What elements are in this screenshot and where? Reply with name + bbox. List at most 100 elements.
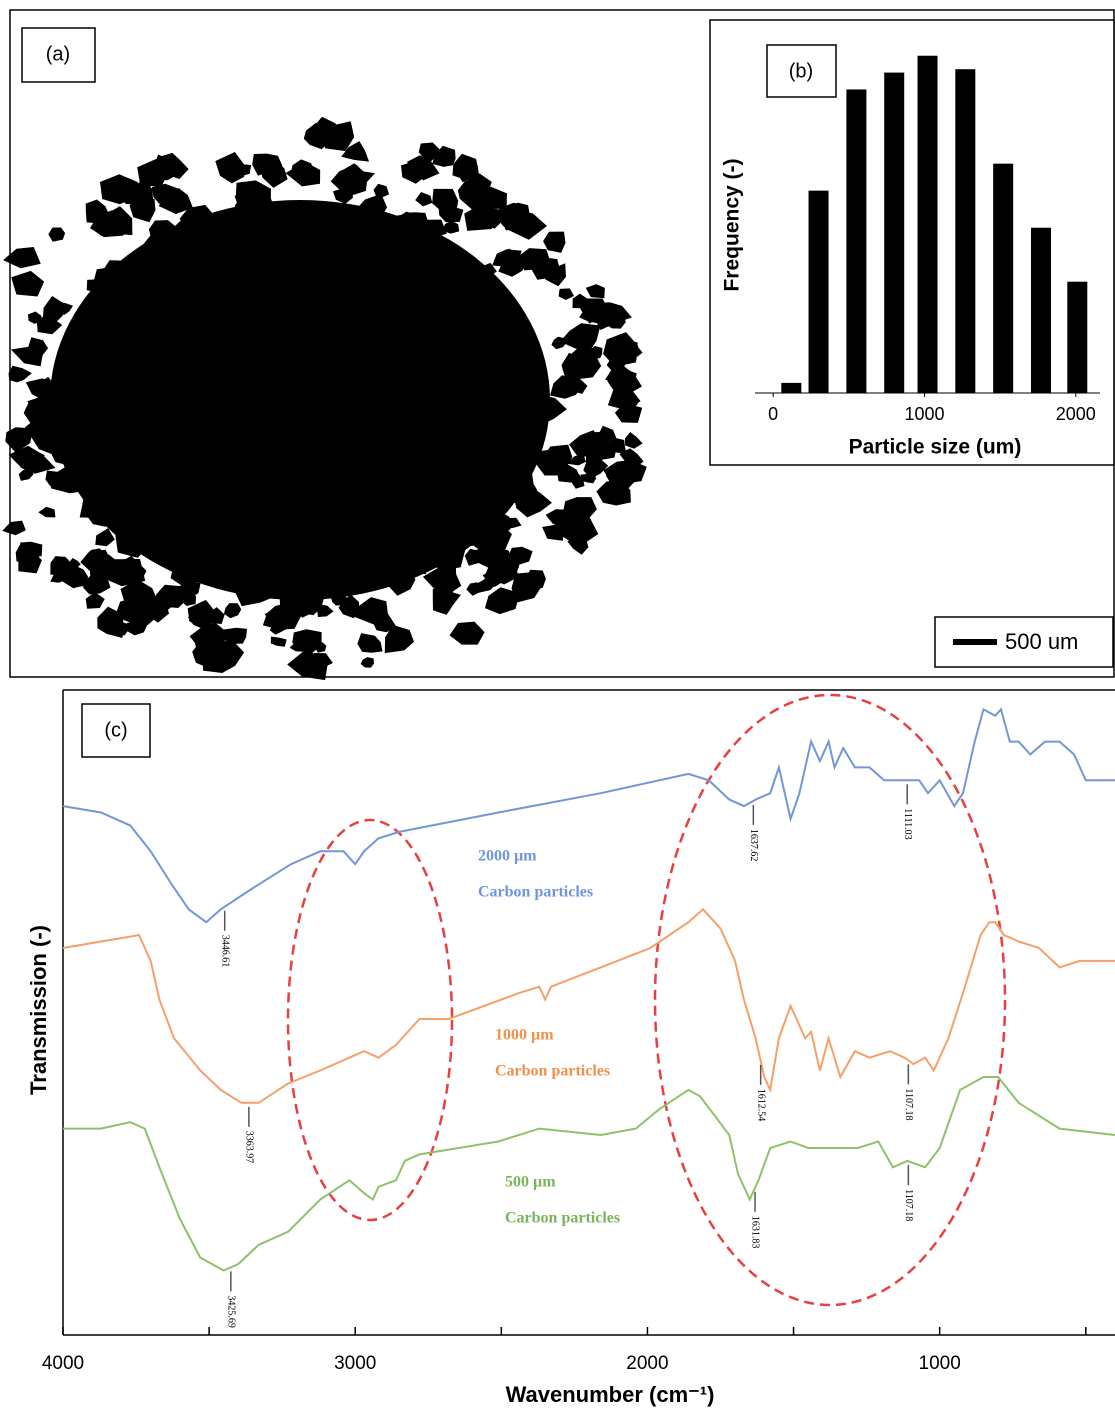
particle — [114, 596, 154, 624]
particle — [596, 480, 631, 506]
particle — [315, 420, 348, 447]
particle — [188, 300, 229, 326]
particle — [396, 402, 419, 425]
particle — [606, 357, 626, 372]
particle — [107, 371, 141, 397]
series-label: 2000 µm — [478, 848, 537, 865]
particle — [273, 319, 292, 337]
particle — [303, 122, 331, 150]
particle — [162, 549, 180, 565]
particle — [270, 636, 287, 647]
particle — [8, 365, 32, 383]
particle — [431, 422, 463, 450]
particle — [182, 508, 206, 529]
particle — [217, 440, 236, 452]
particle — [241, 469, 261, 483]
particle — [569, 430, 601, 459]
particle — [291, 498, 309, 514]
particle — [296, 566, 313, 582]
particle — [443, 334, 463, 348]
particle — [161, 427, 186, 444]
particle — [168, 311, 184, 327]
particle — [95, 223, 114, 237]
particle — [269, 439, 309, 469]
x-axis-label: Wavenumber (cm⁻¹) — [506, 1382, 715, 1407]
particle — [105, 469, 133, 491]
x-axis-label: Particle size (um) — [849, 436, 1022, 459]
particle — [452, 447, 479, 467]
spectrum-line — [62, 707, 1115, 924]
particle — [442, 220, 460, 234]
particle — [449, 621, 485, 645]
bar — [846, 89, 867, 394]
particle — [129, 197, 156, 223]
particle — [242, 354, 268, 374]
particle — [484, 555, 519, 585]
peak-label: 3446.61 — [219, 935, 230, 968]
particle — [364, 456, 389, 481]
x-tick-label: 2000 — [626, 1353, 668, 1374]
particle — [316, 266, 355, 287]
particle — [97, 305, 112, 318]
particle — [572, 293, 588, 309]
particle — [472, 344, 487, 354]
particle — [86, 368, 104, 388]
particle — [268, 496, 297, 519]
bar — [955, 69, 976, 393]
particle — [541, 444, 573, 468]
particle — [500, 443, 527, 464]
x-tick-label: 4000 — [42, 1353, 84, 1374]
particle — [464, 461, 488, 485]
particle — [171, 252, 186, 265]
x-tick-label: 0 — [768, 404, 778, 424]
particle — [355, 517, 378, 536]
particle — [614, 403, 643, 423]
spectrum-line — [62, 907, 1115, 1104]
particle — [18, 550, 42, 574]
particle — [411, 377, 436, 395]
scale-bar-label: 500 um — [1005, 629, 1078, 654]
particle — [398, 534, 422, 550]
particle — [432, 588, 461, 615]
particle — [503, 517, 522, 529]
particle — [264, 608, 297, 626]
particle — [189, 623, 231, 658]
particle — [580, 472, 596, 484]
particle — [372, 610, 398, 633]
particle — [421, 542, 466, 571]
peak-label: 1631.83 — [750, 1216, 761, 1249]
particle — [385, 545, 429, 575]
particle — [387, 630, 406, 643]
series-description: Carbon particles — [495, 1063, 610, 1080]
particle — [355, 420, 387, 446]
particle — [258, 367, 292, 400]
particle — [611, 340, 643, 365]
particle — [432, 145, 456, 167]
particle — [466, 582, 484, 596]
particle — [50, 570, 65, 583]
particle — [414, 292, 434, 306]
particle — [499, 397, 517, 411]
particle — [607, 389, 641, 411]
particle — [219, 396, 241, 418]
particle — [525, 569, 546, 591]
particle — [317, 238, 356, 260]
particle — [38, 506, 56, 518]
particle — [478, 523, 505, 552]
particle — [543, 231, 566, 253]
particle — [3, 247, 41, 269]
particle — [50, 462, 90, 494]
particle — [558, 288, 574, 300]
particle — [625, 432, 643, 449]
particle — [173, 219, 195, 246]
series-label: 500 µm — [505, 1174, 556, 1191]
particle — [223, 627, 247, 644]
particle — [484, 587, 520, 615]
particle — [530, 404, 554, 424]
particle — [410, 472, 428, 484]
particle — [441, 445, 457, 458]
particle — [294, 595, 325, 616]
particle — [133, 248, 152, 264]
particle — [233, 580, 275, 607]
particle — [279, 594, 303, 613]
